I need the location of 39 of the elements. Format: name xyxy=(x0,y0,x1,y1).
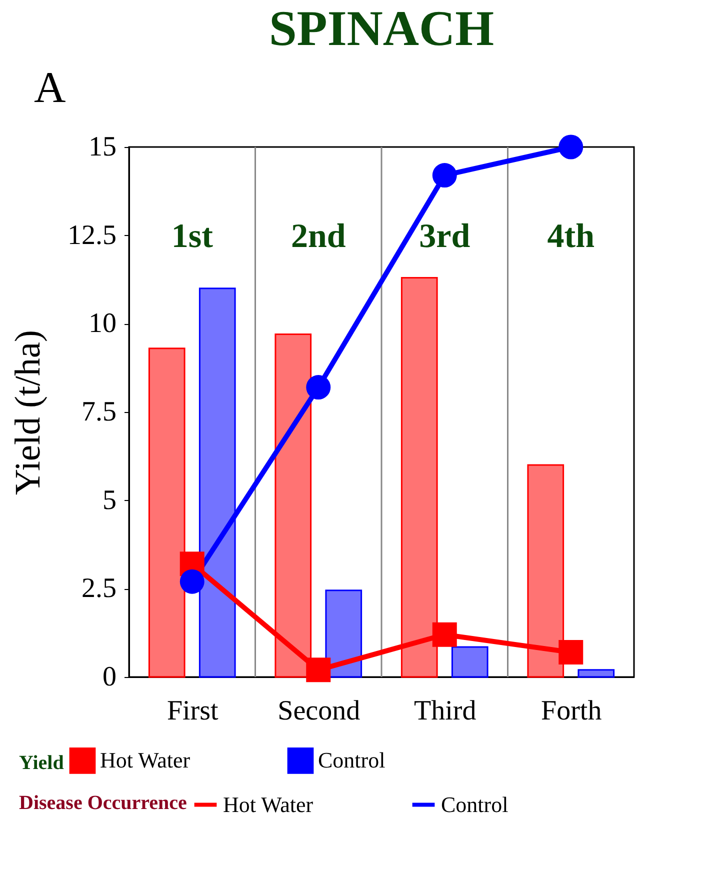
annotation: 2nd xyxy=(290,218,346,255)
point xyxy=(306,375,331,400)
y-tick-label: 0 xyxy=(102,662,116,692)
bar xyxy=(400,276,438,678)
y-tick-label: 15 xyxy=(88,132,116,162)
bar xyxy=(148,348,186,678)
bar xyxy=(274,334,312,678)
point xyxy=(558,640,584,665)
bar xyxy=(527,464,564,678)
annotation: 4th xyxy=(547,218,595,255)
chart-title: SPINACH xyxy=(268,0,494,56)
bar xyxy=(325,590,362,678)
text: A xyxy=(34,63,66,112)
point xyxy=(306,658,331,682)
bar xyxy=(578,669,615,678)
legend-label: Control xyxy=(441,792,508,817)
bar xyxy=(451,646,488,678)
point xyxy=(432,163,457,188)
y-tick-label: 7.5 xyxy=(82,396,116,428)
y-tick-label: 10 xyxy=(88,308,116,340)
text: Yield xyxy=(19,752,64,774)
annotation: 3rd xyxy=(419,218,470,255)
legend-label: Hot Water xyxy=(223,792,314,817)
y-axis-title: Yield (t/ha) xyxy=(8,330,48,495)
x-tick-label: Third xyxy=(414,696,476,726)
y-tick-label: 5 xyxy=(102,484,116,516)
x-tick-label: Forth xyxy=(541,696,602,726)
point xyxy=(180,569,204,594)
bar xyxy=(198,288,236,678)
annotation: 1st xyxy=(171,218,214,255)
legend-label: Hot Water xyxy=(100,748,191,773)
y-tick-label: 2.5 xyxy=(82,573,116,604)
x-tick-label: First xyxy=(166,696,219,726)
x-tick-label: Second xyxy=(278,696,360,726)
y-tick-label: 12.5 xyxy=(68,220,116,251)
point xyxy=(432,622,457,647)
legend-label: Control xyxy=(318,748,386,773)
text: Disease Occurrence xyxy=(19,792,187,814)
point xyxy=(558,134,584,160)
